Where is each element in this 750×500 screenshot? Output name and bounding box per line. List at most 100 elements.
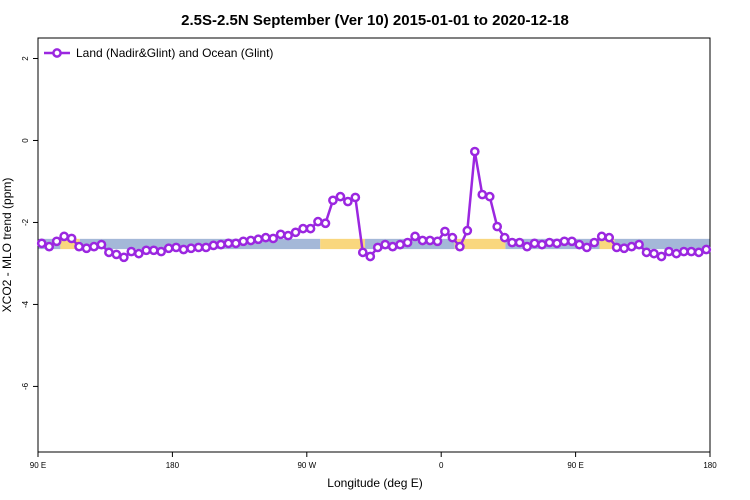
point: [66, 233, 77, 244]
point: [522, 241, 532, 252]
point: [492, 221, 503, 232]
point: [649, 248, 659, 259]
point: [559, 236, 570, 247]
point: [260, 232, 271, 243]
point: [328, 195, 338, 206]
band-segment: [60, 238, 80, 250]
point: [664, 246, 674, 257]
point: [432, 236, 443, 247]
point: [119, 252, 129, 263]
band-segment: [320, 238, 366, 250]
point: [335, 191, 346, 202]
point: [589, 237, 600, 248]
point: [529, 238, 540, 249]
point: [223, 238, 234, 249]
point: [544, 237, 555, 248]
point: [231, 238, 241, 249]
point: [611, 242, 622, 253]
point: [305, 223, 316, 234]
point: [343, 196, 353, 207]
point: [462, 225, 473, 236]
point: [268, 233, 279, 244]
point: [402, 237, 413, 248]
point: [372, 242, 383, 253]
point: [701, 244, 712, 255]
point: [469, 146, 480, 157]
point: [581, 242, 592, 253]
point: [671, 248, 682, 259]
point: [641, 247, 652, 258]
x-axis-label: Longitude (deg E): [327, 476, 422, 490]
legend-label: Land (Nadir&Glint) and Ocean (Glint): [76, 46, 273, 60]
point: [133, 248, 144, 259]
point: [626, 241, 637, 252]
point: [387, 241, 398, 252]
point: [283, 230, 293, 241]
point: [201, 242, 211, 253]
chart-title: 2.5S-2.5N September (Ver 10) 2015-01-01 …: [181, 12, 569, 29]
point: [148, 245, 159, 256]
point: [245, 235, 256, 246]
legend-marker: [52, 48, 62, 58]
y-tick-label: 2: [21, 56, 30, 61]
point: [44, 241, 55, 252]
point: [574, 239, 585, 250]
point: [141, 245, 152, 256]
point: [36, 238, 47, 249]
point: [171, 242, 181, 253]
y-tick-label: -6: [21, 382, 30, 390]
point: [365, 251, 376, 262]
point: [208, 240, 219, 251]
x-tick-label: 180: [166, 461, 180, 470]
point: [186, 243, 196, 254]
band-segment: [614, 238, 710, 250]
point: [313, 216, 323, 227]
point: [656, 251, 667, 262]
point: [410, 231, 420, 242]
x-tick-label: 90 W: [297, 461, 316, 470]
point: [178, 244, 189, 255]
x-tick-label: 0: [439, 461, 444, 470]
y-tick-label: 0: [21, 138, 30, 143]
point: [499, 232, 510, 243]
point: [440, 226, 450, 237]
point: [104, 247, 114, 258]
point: [507, 237, 517, 248]
point: [679, 246, 689, 257]
y-tick-label: -4: [21, 300, 30, 308]
point: [96, 239, 107, 250]
point: [216, 239, 226, 250]
point: [126, 246, 137, 257]
point: [81, 243, 92, 254]
point: [89, 241, 99, 252]
point: [163, 243, 174, 254]
point: [567, 236, 577, 247]
point: [51, 236, 62, 247]
point: [156, 246, 167, 257]
point: [290, 227, 301, 238]
point: [193, 242, 204, 253]
y-axis-label: XCO2 - MLO trend (ppm): [0, 178, 14, 313]
x-tick-label: 180: [703, 461, 717, 470]
point: [514, 237, 525, 248]
point: [74, 241, 84, 252]
x-tick-label: 90 E: [30, 461, 46, 470]
point: [634, 239, 644, 250]
point: [253, 234, 264, 245]
point: [552, 238, 562, 249]
y-tick-label: -2: [21, 218, 30, 226]
point: [455, 241, 465, 252]
point: [350, 192, 361, 203]
point: [111, 249, 122, 260]
point: [395, 239, 405, 250]
point: [59, 231, 69, 242]
point: [238, 236, 249, 247]
point: [484, 191, 495, 202]
point: [693, 247, 704, 258]
point: [686, 246, 697, 257]
point: [604, 232, 615, 243]
point: [275, 229, 286, 240]
point: [298, 223, 308, 234]
point: [619, 243, 629, 254]
